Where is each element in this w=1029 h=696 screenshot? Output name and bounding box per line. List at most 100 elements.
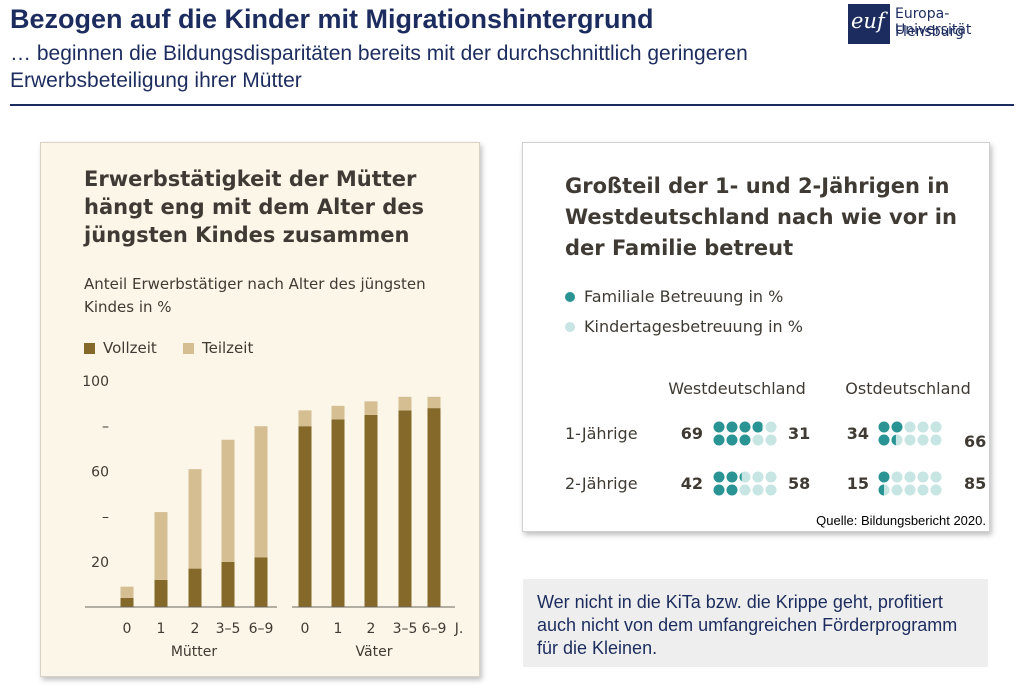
dot-marker xyxy=(904,421,916,433)
x-tick-label: 3–5 xyxy=(216,621,241,637)
familial-value: 34 xyxy=(847,424,869,443)
dot-marker xyxy=(726,471,738,483)
y-tick-label: – xyxy=(102,419,109,435)
dot-marker xyxy=(930,421,942,433)
dot-marker xyxy=(930,434,942,446)
dot-marker xyxy=(726,421,738,433)
x-tick-label: 0 xyxy=(123,621,132,637)
bar-mütter-teilzeit xyxy=(154,512,168,580)
dot-marker xyxy=(765,434,777,446)
dot-marker xyxy=(917,471,929,483)
dot-marker xyxy=(739,484,751,496)
bar-mütter-teilzeit xyxy=(120,586,134,598)
legend-item-kita: Kindertagesbetreuung in % xyxy=(565,317,803,336)
dot-marker xyxy=(752,471,764,483)
dot-marker xyxy=(930,471,942,483)
kita-value: 66 xyxy=(964,432,986,451)
x-tick-label: 2 xyxy=(191,621,200,637)
dot-marker xyxy=(752,434,764,446)
slide-subtitle: … beginnen die Bildungsdisparitäten bere… xyxy=(10,42,748,92)
dot-marker xyxy=(930,484,942,496)
bar-väter-teilzeit xyxy=(398,396,412,411)
legend-dot-familial xyxy=(565,292,575,302)
source-note: Quelle: Bildungsbericht 2020. xyxy=(816,513,986,528)
group-label: Mütter xyxy=(171,644,218,660)
y-tick-label: 20 xyxy=(91,555,109,571)
bar-väter-teilzeit xyxy=(427,396,441,409)
dot-marker xyxy=(765,421,777,433)
dot-marker-partial xyxy=(878,484,884,496)
callout-box: Wer nicht in die KiTa bzw. die Krippe ge… xyxy=(523,579,988,667)
bar-mütter-vollzeit xyxy=(188,568,202,607)
bar-mütter-teilzeit xyxy=(188,469,202,569)
dot-marker xyxy=(904,471,916,483)
y-tick-label: 60 xyxy=(91,464,109,480)
bar-väter-vollzeit xyxy=(331,419,345,607)
dot-marker xyxy=(765,471,777,483)
legend-label-familial: Familiale Betreuung in % xyxy=(584,287,784,306)
bar-väter-vollzeit xyxy=(398,410,412,607)
kita-value: 85 xyxy=(964,474,986,493)
dot-marker xyxy=(726,484,738,496)
bar-mütter-vollzeit xyxy=(254,557,268,607)
dot-marker xyxy=(739,434,751,446)
bar-väter-teilzeit xyxy=(364,401,378,415)
x-tick-label: 6–9 xyxy=(249,621,274,637)
dot-marker xyxy=(891,484,903,496)
dot-marker xyxy=(891,421,903,433)
dot-marker-partial xyxy=(739,472,742,482)
bar-väter-teilzeit xyxy=(331,405,345,420)
legend-swatch-vollzeit xyxy=(84,343,95,354)
employment-chart-panel: Erwerbstätigkeit der Mütter hängt eng mi… xyxy=(40,142,480,677)
logo-mark: euf xyxy=(848,4,890,44)
dot-marker xyxy=(891,471,903,483)
x-tick-label: 1 xyxy=(157,621,166,637)
dot-marker xyxy=(713,484,725,496)
bar-mütter-vollzeit xyxy=(120,597,134,607)
kita-value: 31 xyxy=(788,424,810,443)
y-tick-label: 100 xyxy=(82,374,109,390)
familial-value: 69 xyxy=(681,424,703,443)
dot-marker xyxy=(878,434,890,446)
dot-marker xyxy=(739,421,751,433)
dot-marker xyxy=(917,484,929,496)
dot-marker xyxy=(917,421,929,433)
bar-mütter-vollzeit xyxy=(221,561,235,607)
kita-value: 58 xyxy=(788,474,810,493)
dot-marker xyxy=(917,434,929,446)
title-divider xyxy=(10,104,1014,106)
employment-chart-title: Erwerbstätigkeit der Mütter hängt eng mi… xyxy=(84,167,425,247)
legend-item-vollzeit: Vollzeit xyxy=(84,339,157,357)
legend-label-teilzeit: Teilzeit xyxy=(202,339,254,357)
x-tick-label: 1 xyxy=(334,621,343,637)
logo-mark-text: euf xyxy=(851,9,885,33)
bar-väter-teilzeit xyxy=(298,410,312,427)
dot-marker xyxy=(904,434,916,446)
y-tick-label: – xyxy=(102,510,109,526)
row-label: 2-Jährige xyxy=(565,474,638,493)
bar-mütter-teilzeit xyxy=(221,439,235,562)
bar-mütter-vollzeit xyxy=(154,579,168,607)
childcare-chart-panel: Großteil der 1- und 2-Jährigen in Westde… xyxy=(522,142,990,532)
legend-dot-kita xyxy=(565,322,575,332)
legend-item-teilzeit: Teilzeit xyxy=(183,339,253,357)
dot-marker xyxy=(739,471,751,483)
column-header: Ostdeutschland xyxy=(845,379,970,398)
employment-chart-subtitle: Anteil Erwerbstätiger nach Alter des jün… xyxy=(84,275,426,316)
x-tick-label: 0 xyxy=(301,621,310,637)
dot-marker-partial xyxy=(752,421,763,433)
slide-title: Bezogen auf die Kinder mit Migrationshin… xyxy=(10,4,654,34)
bar-väter-vollzeit xyxy=(364,414,378,607)
column-header: Westdeutschland xyxy=(668,379,806,398)
legend-label-vollzeit: Vollzeit xyxy=(103,339,157,357)
dot-marker xyxy=(878,471,890,483)
row-label: 1-Jährige xyxy=(565,424,638,443)
legend-swatch-teilzeit xyxy=(183,343,194,354)
group-label: Väter xyxy=(356,644,393,660)
dot-marker xyxy=(765,484,777,496)
dot-marker xyxy=(713,471,725,483)
dot-marker-partial xyxy=(891,434,896,446)
university-logo: euf Europa-Universität Flensburg xyxy=(848,4,1018,44)
childcare-chart-title: Großteil der 1- und 2-Jährigen in Westde… xyxy=(565,174,957,260)
